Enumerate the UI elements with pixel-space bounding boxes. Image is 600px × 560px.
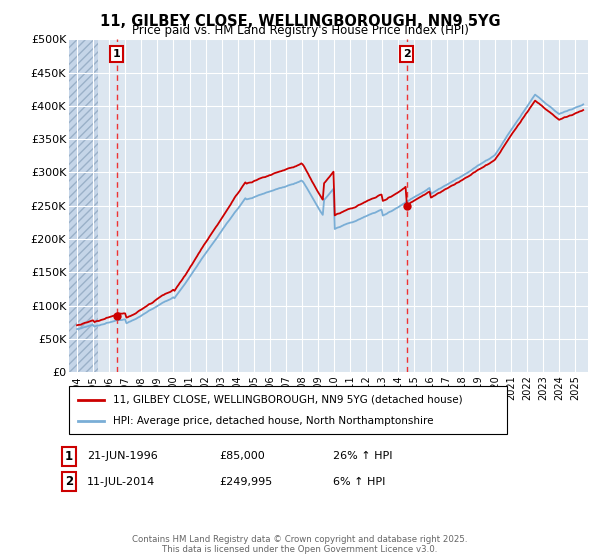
Text: 21-JUN-1996: 21-JUN-1996 [87,451,158,461]
Text: £85,000: £85,000 [219,451,265,461]
FancyBboxPatch shape [69,386,507,434]
Text: 26% ↑ HPI: 26% ↑ HPI [333,451,392,461]
Text: 6% ↑ HPI: 6% ↑ HPI [333,477,385,487]
Text: 11, GILBEY CLOSE, WELLINGBOROUGH, NN9 5YG: 11, GILBEY CLOSE, WELLINGBOROUGH, NN9 5Y… [100,14,500,29]
Text: 11-JUL-2014: 11-JUL-2014 [87,477,155,487]
Text: 11, GILBEY CLOSE, WELLINGBOROUGH, NN9 5YG (detached house): 11, GILBEY CLOSE, WELLINGBOROUGH, NN9 5Y… [113,395,463,405]
Text: 2: 2 [403,49,410,59]
Text: £249,995: £249,995 [219,477,272,487]
Text: 1: 1 [113,49,121,59]
Text: 1: 1 [65,450,73,463]
Text: 2: 2 [65,475,73,488]
Text: HPI: Average price, detached house, North Northamptonshire: HPI: Average price, detached house, Nort… [113,416,433,426]
Text: Contains HM Land Registry data © Crown copyright and database right 2025.
This d: Contains HM Land Registry data © Crown c… [132,535,468,554]
Text: Price paid vs. HM Land Registry's House Price Index (HPI): Price paid vs. HM Land Registry's House … [131,24,469,37]
Bar [69,39,98,372]
